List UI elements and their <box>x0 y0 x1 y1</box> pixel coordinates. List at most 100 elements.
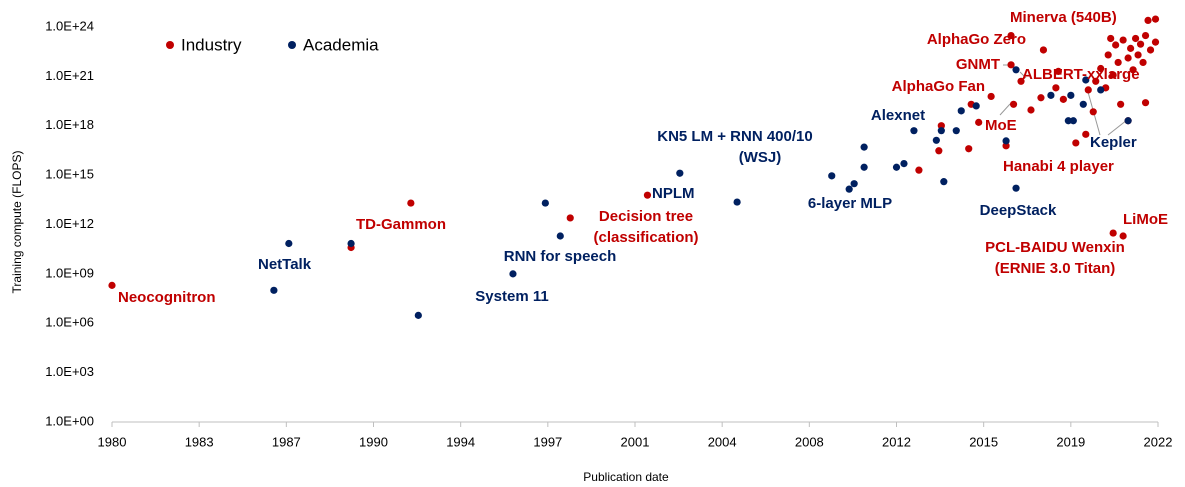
annotation: ALBERT-xxlarge <box>1022 66 1140 83</box>
annotation: KN5 LM + RNN 400/10 <box>657 128 812 145</box>
x-tick-label: 2001 <box>621 434 650 449</box>
data-point <box>1109 71 1117 79</box>
data-point <box>541 199 549 207</box>
data-point <box>957 107 965 115</box>
annotation: (WSJ) <box>739 149 782 166</box>
data-point <box>1139 58 1147 67</box>
annotation: NetTalk <box>258 256 312 273</box>
annotation: NPLM <box>652 185 695 202</box>
x-tick-label: 1980 <box>98 434 127 449</box>
y-tick-label: 1.0E+24 <box>45 18 94 33</box>
data-point <box>1017 77 1025 85</box>
data-point <box>1084 86 1092 94</box>
y-tick-label: 1.0E+12 <box>45 216 94 231</box>
data-point <box>407 199 415 207</box>
data-point <box>1134 51 1142 59</box>
data-point <box>1129 66 1137 74</box>
data-point <box>1097 86 1105 94</box>
data-point <box>828 172 836 180</box>
data-point <box>1107 34 1115 43</box>
data-point <box>566 214 574 222</box>
leader-line <box>1019 71 1027 79</box>
x-tick-label: 1987 <box>272 434 301 449</box>
data-point <box>1079 100 1087 108</box>
data-point <box>1007 31 1015 40</box>
annotation: Decision tree <box>599 208 693 225</box>
x-tick-label: 2019 <box>1056 434 1085 449</box>
annotation: DeepStack <box>980 202 1057 219</box>
data-point <box>1054 67 1062 75</box>
data-point <box>1067 91 1075 99</box>
annotation: MoE <box>985 117 1017 134</box>
leader-line <box>1107 119 1128 136</box>
data-point <box>892 163 901 171</box>
data-point <box>1124 117 1132 125</box>
data-point <box>1009 100 1018 108</box>
data-point <box>910 127 918 135</box>
annotation: (ERNIE 3.0 Titan) <box>995 260 1116 277</box>
legend-label: Academia <box>303 35 379 54</box>
legend-marker <box>288 41 296 49</box>
data-point <box>1117 100 1125 108</box>
data-point <box>975 118 983 126</box>
data-point <box>1007 61 1015 69</box>
data-point <box>900 159 908 168</box>
data-point <box>1052 84 1060 92</box>
data-point <box>972 102 980 110</box>
annotation: Kepler <box>1090 134 1137 151</box>
data-point <box>987 92 995 101</box>
annotation: System 11 <box>475 288 548 305</box>
data-point <box>108 281 116 289</box>
data-point <box>1082 130 1090 138</box>
data-point <box>1151 38 1160 46</box>
data-point <box>1124 54 1132 62</box>
y-tick-label: 1.0E+09 <box>45 265 94 280</box>
data-point <box>1112 41 1120 49</box>
data-point <box>285 239 293 248</box>
data-point <box>1002 137 1010 145</box>
annotation: Minerva (540B) <box>1010 9 1117 26</box>
x-axis-title: Publication date <box>583 470 669 484</box>
data-point <box>1089 108 1097 116</box>
annotation: AlphaGo Zero <box>927 31 1026 48</box>
data-point <box>1002 142 1010 150</box>
data-point <box>1012 66 1020 74</box>
data-point <box>1119 232 1127 240</box>
y-tick-label: 1.0E+18 <box>45 117 94 132</box>
data-point <box>1146 46 1155 54</box>
data-point <box>937 122 945 130</box>
x-tick-label: 2015 <box>969 434 998 449</box>
data-point <box>1104 51 1112 59</box>
data-point <box>1039 46 1048 54</box>
data-point <box>1047 91 1055 99</box>
data-point <box>850 180 858 188</box>
data-point <box>1069 117 1077 125</box>
x-tick-label: 1990 <box>359 434 388 449</box>
legend-label: Industry <box>181 35 242 54</box>
data-point <box>1037 94 1045 102</box>
data-point <box>915 166 923 174</box>
data-point <box>1072 139 1080 147</box>
x-tick-label: 2008 <box>795 434 824 449</box>
y-tick-label: 1.0E+03 <box>45 364 94 379</box>
data-point <box>1114 58 1122 67</box>
leader-line <box>999 103 1011 116</box>
y-tick-label: 1.0E+06 <box>45 315 94 330</box>
y-tick-label: 1.0E+15 <box>45 167 94 182</box>
data-point <box>1144 16 1152 25</box>
data-point <box>270 286 278 294</box>
annotation: PCL-BAIDU Wenxin <box>985 239 1125 256</box>
data-point <box>1097 64 1105 73</box>
data-point <box>1141 31 1150 40</box>
annotation: 6-layer MLP <box>808 195 892 212</box>
annotation: Hanabi 4 player <box>1003 158 1114 175</box>
x-tick-label: 1994 <box>446 434 475 449</box>
data-point <box>940 178 948 186</box>
data-point <box>1136 40 1145 48</box>
data-point <box>1027 106 1035 114</box>
data-point <box>952 127 960 135</box>
data-point <box>1127 44 1135 52</box>
data-point <box>414 311 422 319</box>
data-point <box>556 232 564 240</box>
